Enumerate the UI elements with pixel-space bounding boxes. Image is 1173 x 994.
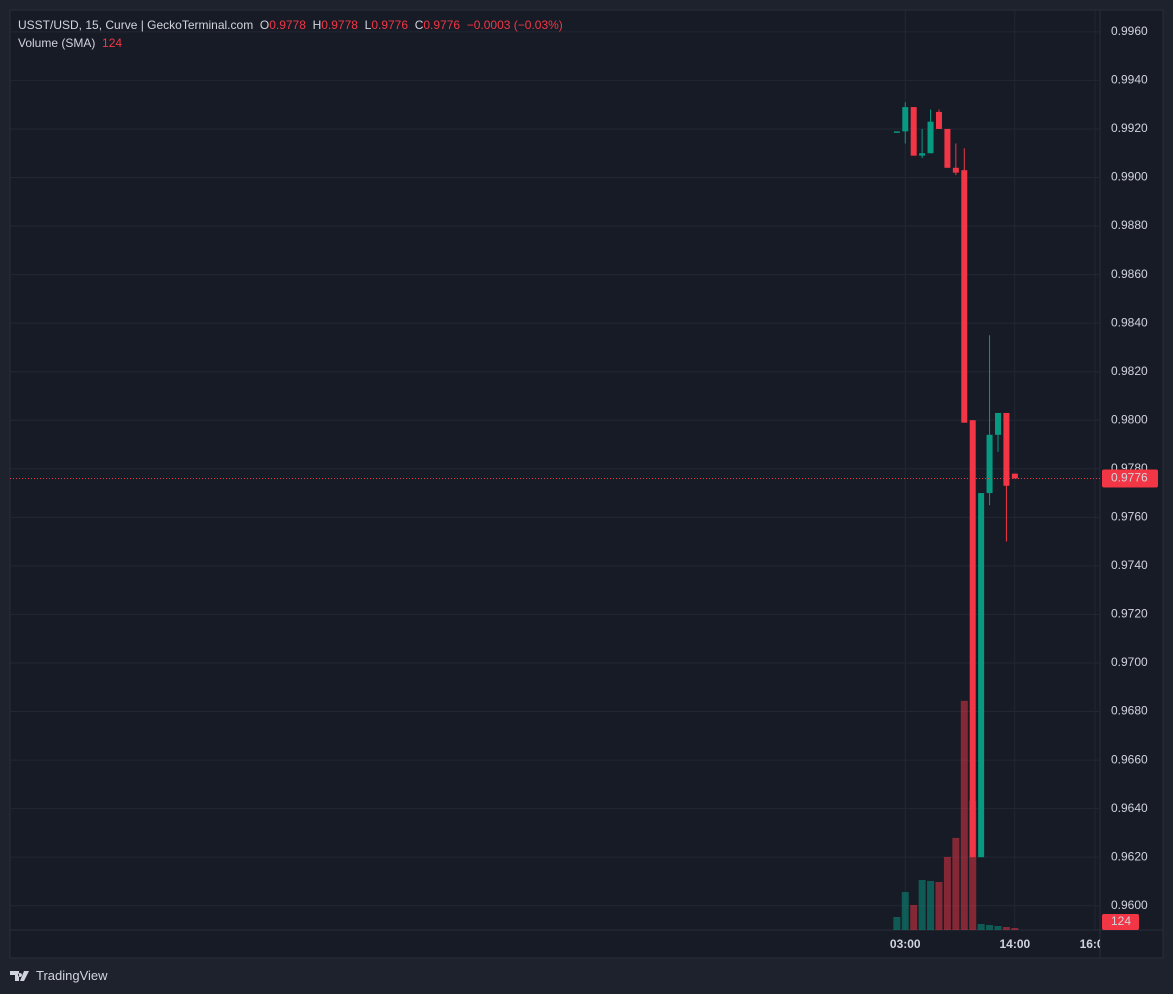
candle-body (994, 412, 1001, 435)
legend-key: O (259, 18, 270, 32)
y-tick-label: 0.9940 (1111, 73, 1148, 87)
candle-body (927, 121, 934, 154)
x-tick-label: 14:00 (1000, 937, 1031, 951)
x-tick-label: 16:00 (1080, 937, 1111, 951)
candle-body (944, 128, 951, 168)
y-tick-label: 0.9680 (1111, 704, 1148, 718)
chart-title: USST/USD, 15, Curve | GeckoTerminal.com (18, 18, 254, 32)
candle-body (986, 434, 993, 494)
candle-body (910, 107, 917, 156)
y-tick-label: 0.9800 (1111, 412, 1148, 426)
candles (10, 102, 1100, 858)
last-price-badge (1102, 469, 1158, 488)
y-tick-label: 0.9620 (1111, 849, 1148, 863)
y-tick-label: 0.9700 (1111, 655, 1148, 669)
volume-label: Volume (SMA) (18, 36, 96, 50)
x-tick-label: 03:00 (890, 937, 921, 951)
tradingview-logo: TradingView (10, 968, 108, 983)
volume-bar (952, 837, 960, 930)
y-tick-label: 0.9760 (1111, 510, 1148, 524)
legend-value: 0.9776 (371, 18, 409, 32)
y-tick-label: 0.9720 (1111, 607, 1148, 621)
y-tick-label: 0.9820 (1111, 364, 1148, 378)
volume-bar (893, 916, 901, 930)
volume-legend: Volume (SMA) 124 (18, 36, 122, 50)
ohlc-legend: O0.9778 H0.9778 L0.9776 C0.9776 (260, 18, 467, 32)
candle-body (978, 493, 985, 858)
last-price-label: 0.9776 (1111, 471, 1148, 485)
legend-key: L (364, 18, 372, 32)
candle-body (902, 107, 909, 132)
y-tick-label: 0.9900 (1111, 170, 1148, 184)
candle-body (1003, 412, 1010, 486)
candle-body (893, 131, 900, 133)
volume-badge (1102, 913, 1139, 930)
volume-bar (927, 880, 935, 930)
volume-bar (960, 700, 968, 930)
y-tick-label: 0.9640 (1111, 801, 1148, 815)
volume-bar (969, 800, 977, 930)
change: −0.0003 (−0.03%) (466, 18, 563, 32)
y-tick-label: 0.9840 (1111, 315, 1148, 329)
volume-bar (977, 923, 985, 930)
volume-badge-label: 124 (1111, 914, 1131, 928)
candle-body (969, 420, 976, 858)
legend-value: 0.9778 (321, 18, 358, 32)
legend-line: USST/USD, 15, Curve | GeckoTerminal.com … (18, 18, 563, 32)
y-tick-label: 0.9920 (1111, 121, 1148, 135)
legend-value: 0.9778 (269, 18, 306, 32)
volume-bar (986, 924, 994, 930)
candle-body (935, 111, 942, 129)
axes: 0.9600 0.9620 0.9640 0.9660 0.9680 0.9700 0.97… (890, 24, 1158, 951)
volume-bar (901, 891, 909, 930)
legend-key: C (414, 18, 424, 32)
volume-bar (1011, 927, 1019, 930)
logo-icon (10, 970, 29, 981)
volume-bars (893, 700, 1019, 930)
y-tick-label: 0.9600 (1111, 898, 1148, 912)
candle-body (919, 153, 926, 156)
volume-bar (910, 904, 918, 930)
legend-value: 0.9776 (423, 18, 461, 32)
volume-bar (943, 856, 951, 930)
y-tick-label: 0.9880 (1111, 218, 1148, 232)
legend-key: H (312, 18, 322, 32)
volume-bar (918, 879, 926, 930)
y-tick-label: 0.9960 (1111, 24, 1148, 38)
volume-bar (935, 881, 943, 930)
volume-bar (1002, 926, 1010, 930)
candle-body (961, 170, 968, 423)
volume-bar (994, 925, 1002, 930)
grid (10, 10, 1100, 930)
y-tick-label: 0.9740 (1111, 558, 1148, 572)
volume-value: 124 (102, 36, 123, 50)
y-tick-label: 0.9660 (1111, 752, 1148, 766)
candle-body (1011, 473, 1018, 479)
candle-body (952, 167, 959, 173)
y-tick-label: 0.9860 (1111, 267, 1148, 281)
